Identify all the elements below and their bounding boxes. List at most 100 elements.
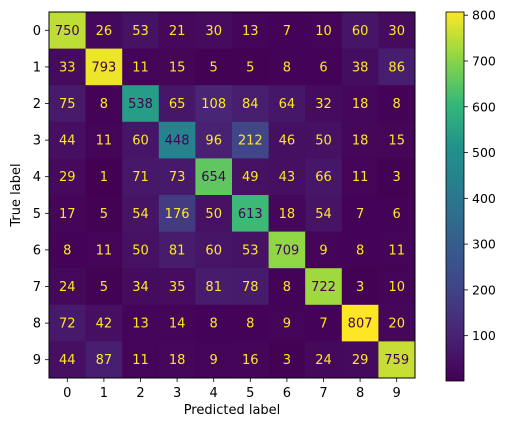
heatmap-cell: [232, 268, 269, 306]
heatmap-cell: [49, 121, 86, 159]
cell-value-label: 750: [55, 24, 80, 39]
x-tick-label: 4: [210, 386, 218, 401]
heatmap-cell: [268, 121, 306, 159]
heatmap-cell: [122, 158, 160, 196]
cell-value-label: 9: [283, 317, 291, 332]
cell-value-label: 11: [352, 170, 369, 185]
heatmap-cell: [49, 12, 86, 49]
cell-value-label: 8: [283, 280, 291, 295]
heatmap-cell: [268, 268, 306, 306]
cell-value-label: 709: [274, 243, 299, 258]
cell-value-label: 21: [169, 24, 186, 39]
heatmap-cell: [341, 85, 379, 123]
heatmap-cell: [268, 12, 306, 49]
cell-value-label: 60: [352, 24, 369, 39]
x-tick-label: 9: [393, 386, 401, 401]
heatmap-cell: [341, 12, 379, 49]
cell-value-label: 8: [393, 97, 401, 112]
y-tick-label: 6: [33, 243, 41, 258]
heatmap-cell: [378, 85, 416, 123]
heatmap-cell: [341, 304, 379, 342]
heatmap-cell: [122, 341, 160, 379]
heatmap-cell: [195, 85, 233, 123]
heatmap-cell: [378, 304, 416, 342]
cell-value-label: 96: [205, 134, 222, 149]
colorbar-tick-label: 400: [472, 191, 496, 206]
cell-value-label: 10: [315, 24, 332, 39]
cell-value-label: 18: [352, 97, 369, 112]
cell-value-label: 44: [59, 134, 76, 149]
cell-value-label: 71: [132, 170, 149, 185]
cell-value-label: 16: [242, 353, 259, 368]
cell-value-label: 86: [388, 60, 405, 75]
heatmap-cells: [49, 12, 416, 379]
cell-value-label: 10: [388, 280, 405, 295]
heatmap-cell: [158, 158, 196, 196]
heatmap-cell: [49, 268, 86, 306]
heatmap-cell: [341, 48, 379, 86]
cell-value-label: 26: [96, 24, 113, 39]
colorbar-ticks: 100 200 300 400 500 600 700 800: [464, 8, 496, 343]
cell-value-label: 11: [96, 134, 113, 149]
heatmap-cell: [232, 12, 269, 49]
cell-value-label: 15: [388, 134, 405, 149]
heatmap-cell: [305, 12, 343, 49]
cell-value-label: 50: [205, 207, 222, 222]
heatmap-cell: [158, 121, 196, 159]
heatmap-cell: [85, 304, 123, 342]
heatmap-cell: [305, 341, 343, 379]
cell-value-label: 81: [169, 243, 186, 258]
x-tick-label: 7: [319, 386, 327, 401]
heatmap-cell: [341, 158, 379, 196]
heatmap-cell: [341, 341, 379, 379]
heatmap-cell: [305, 85, 343, 123]
cell-value-label: 7: [319, 317, 327, 332]
colorbar-tick-label: 600: [472, 99, 496, 114]
plot-frame: [48, 11, 416, 379]
heatmap-cell: [85, 158, 123, 196]
cell-value-label: 18: [169, 353, 186, 368]
cell-value-label: 34: [132, 280, 149, 295]
heatmap-cell: [195, 195, 233, 232]
heatmap-cell: [195, 231, 233, 269]
cell-value-label: 5: [246, 60, 254, 75]
heatmap-cell: [85, 231, 123, 269]
heatmap-cell: [232, 341, 269, 379]
x-axis-ticks: 0 1 2 3 4 5 6 7 8 9: [63, 378, 401, 401]
cell-value-label: 613: [238, 207, 263, 222]
heatmap-cell: [268, 48, 306, 86]
heatmap-cell: [195, 268, 233, 306]
heatmap-cell: [378, 121, 416, 159]
heatmap-cell: [85, 48, 123, 86]
x-axis-label: Predicted label: [184, 403, 281, 418]
x-tick-label: 3: [173, 386, 181, 401]
cell-value-label: 11: [132, 353, 149, 368]
x-tick-label: 6: [283, 386, 291, 401]
y-tick-label: 7: [33, 280, 41, 295]
cell-value-label: 5: [100, 207, 108, 222]
heatmap-cell: [378, 48, 416, 86]
colorbar-tick-label: 300: [472, 237, 496, 252]
heatmap-cell: [85, 341, 123, 379]
cell-value-label: 18: [352, 134, 369, 149]
x-tick-label: 0: [63, 386, 71, 401]
cell-value-label: 54: [315, 207, 332, 222]
cell-value-label: 176: [165, 207, 190, 222]
heatmap-cell: [378, 341, 416, 379]
heatmap-cell: [158, 195, 196, 232]
heatmap-cell: [49, 231, 86, 269]
cell-value-label: 11: [96, 243, 113, 258]
cell-value-label: 54: [132, 207, 149, 222]
y-axis-label: True label: [9, 163, 24, 227]
cell-value-label: 29: [352, 353, 369, 368]
heatmap-cell: [378, 158, 416, 196]
heatmap-cell: [158, 48, 196, 86]
cell-value-label: 538: [128, 97, 153, 112]
cell-value-label: 722: [311, 280, 336, 295]
cell-value-label: 64: [279, 97, 296, 112]
cell-value-label: 53: [132, 24, 149, 39]
cell-value-label: 50: [132, 243, 149, 258]
heatmap-cell: [341, 268, 379, 306]
